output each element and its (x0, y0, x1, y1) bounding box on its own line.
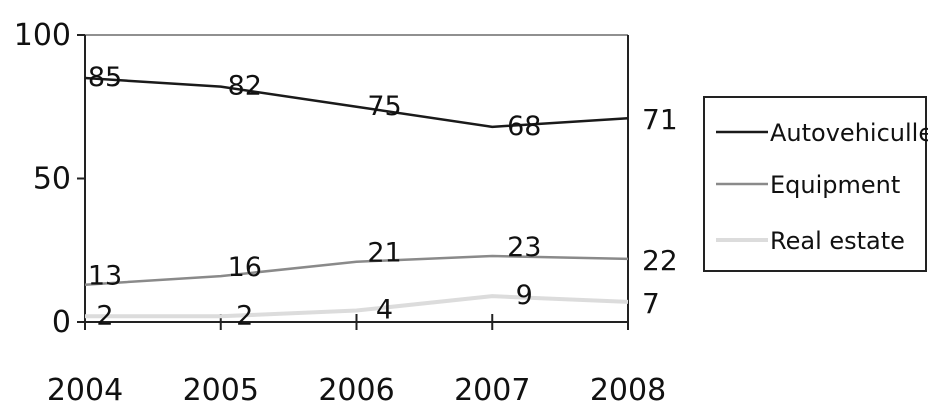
data-point-label: 68 (507, 111, 541, 142)
series-line (84, 254, 629, 286)
x-tick-label: 2005 (183, 373, 259, 408)
data-point-label: 75 (367, 91, 401, 122)
series-line (84, 76, 629, 129)
data-point-label: 82 (228, 71, 262, 102)
data-point-label: 4 (376, 295, 393, 326)
data-point-label: 9 (516, 280, 533, 311)
x-tick-label: 2006 (318, 373, 394, 408)
series-lines (84, 76, 629, 319)
x-tick-label: 2008 (590, 373, 666, 408)
legend-label: Autovehiculle (770, 119, 928, 147)
data-point-label: 13 (88, 261, 122, 292)
data-point-label: 23 (507, 232, 541, 263)
y-tick-label: 50 (33, 162, 71, 197)
x-tick-label: 2004 (47, 373, 123, 408)
legend-label: Real estate (770, 227, 905, 255)
y-axis-ticks: 0 50 100 (14, 18, 85, 340)
x-tick-label: 2007 (454, 373, 530, 408)
y-tick-label: 0 (52, 305, 71, 340)
legend: Autovehiculle Equipment Real estate (703, 96, 928, 272)
series-line (85, 294, 629, 319)
data-point-label: 21 (367, 238, 401, 269)
data-point-label: 2 (96, 300, 113, 331)
data-point-label: 85 (88, 62, 122, 93)
end-value-label: 71 (642, 103, 678, 136)
x-axis-ticks: 2004 2005 2006 2007 2008 (47, 314, 666, 408)
end-value-label: 22 (642, 244, 678, 277)
legend-label: Equipment (770, 171, 900, 199)
end-value-label: 7 (642, 287, 660, 320)
data-point-label: 2 (236, 300, 253, 331)
y-tick-label: 100 (14, 18, 71, 53)
data-point-label: 16 (228, 252, 262, 283)
